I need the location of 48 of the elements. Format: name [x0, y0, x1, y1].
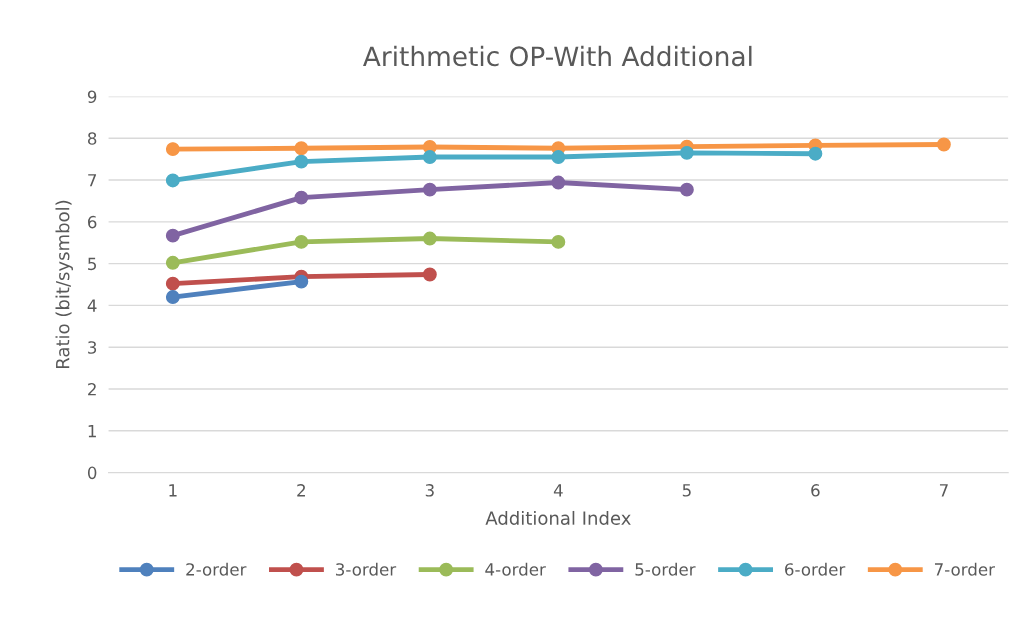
- y-tick-label: 9: [87, 90, 97, 104]
- y-tick-label: 5: [88, 257, 96, 271]
- point: [165, 228, 180, 243]
- point: [165, 255, 180, 270]
- point: [551, 175, 566, 190]
- legend-label: 4-order: [485, 562, 546, 576]
- y-tick-label: 7: [88, 174, 97, 187]
- point: [422, 150, 437, 164]
- legend-label: 2-order: [186, 562, 247, 576]
- x-tick-label: 7: [939, 484, 948, 497]
- x-tick-label: 1: [169, 484, 177, 497]
- point: [165, 290, 180, 305]
- point: [679, 182, 694, 197]
- point: [422, 231, 437, 246]
- y-tick-label: 4: [87, 299, 97, 312]
- x-tick-label: 3: [425, 484, 434, 497]
- point: [165, 276, 180, 291]
- point: [165, 142, 180, 157]
- legend-label: 7-order: [934, 562, 995, 576]
- x-tick-label: 5: [682, 484, 691, 497]
- point: [294, 190, 309, 205]
- point: [294, 154, 309, 169]
- point: [808, 146, 823, 161]
- point: [294, 234, 309, 249]
- point: [294, 141, 309, 156]
- legend-label: 6-order: [785, 562, 846, 576]
- point: [679, 145, 694, 160]
- point: [422, 182, 437, 197]
- y-tick-label: 8: [87, 132, 97, 145]
- point: [936, 137, 951, 152]
- legend-label: 3-order: [336, 562, 397, 576]
- point: [551, 234, 566, 249]
- x-tick-label: 4: [553, 484, 563, 497]
- y-tick-label: 6: [88, 215, 97, 229]
- y-tick-label: 0: [87, 466, 97, 480]
- chart-title: Arithmetic OP-With Additional: [363, 45, 752, 67]
- x-axis-title: Additional Index: [485, 510, 631, 525]
- point: [165, 173, 180, 188]
- legend-label: 5-order: [635, 562, 696, 576]
- point: [422, 267, 437, 282]
- point: [551, 150, 566, 164]
- y-tick-label: 2: [88, 382, 96, 396]
- x-tick-label: 6: [811, 484, 820, 497]
- y-tick-label: 1: [88, 424, 96, 438]
- point: [294, 274, 309, 289]
- y-axis-title: Ratio (bit/sysmbol): [55, 200, 73, 368]
- x-tick-label: 2: [297, 484, 305, 497]
- y-tick-label: 3: [88, 341, 97, 354]
